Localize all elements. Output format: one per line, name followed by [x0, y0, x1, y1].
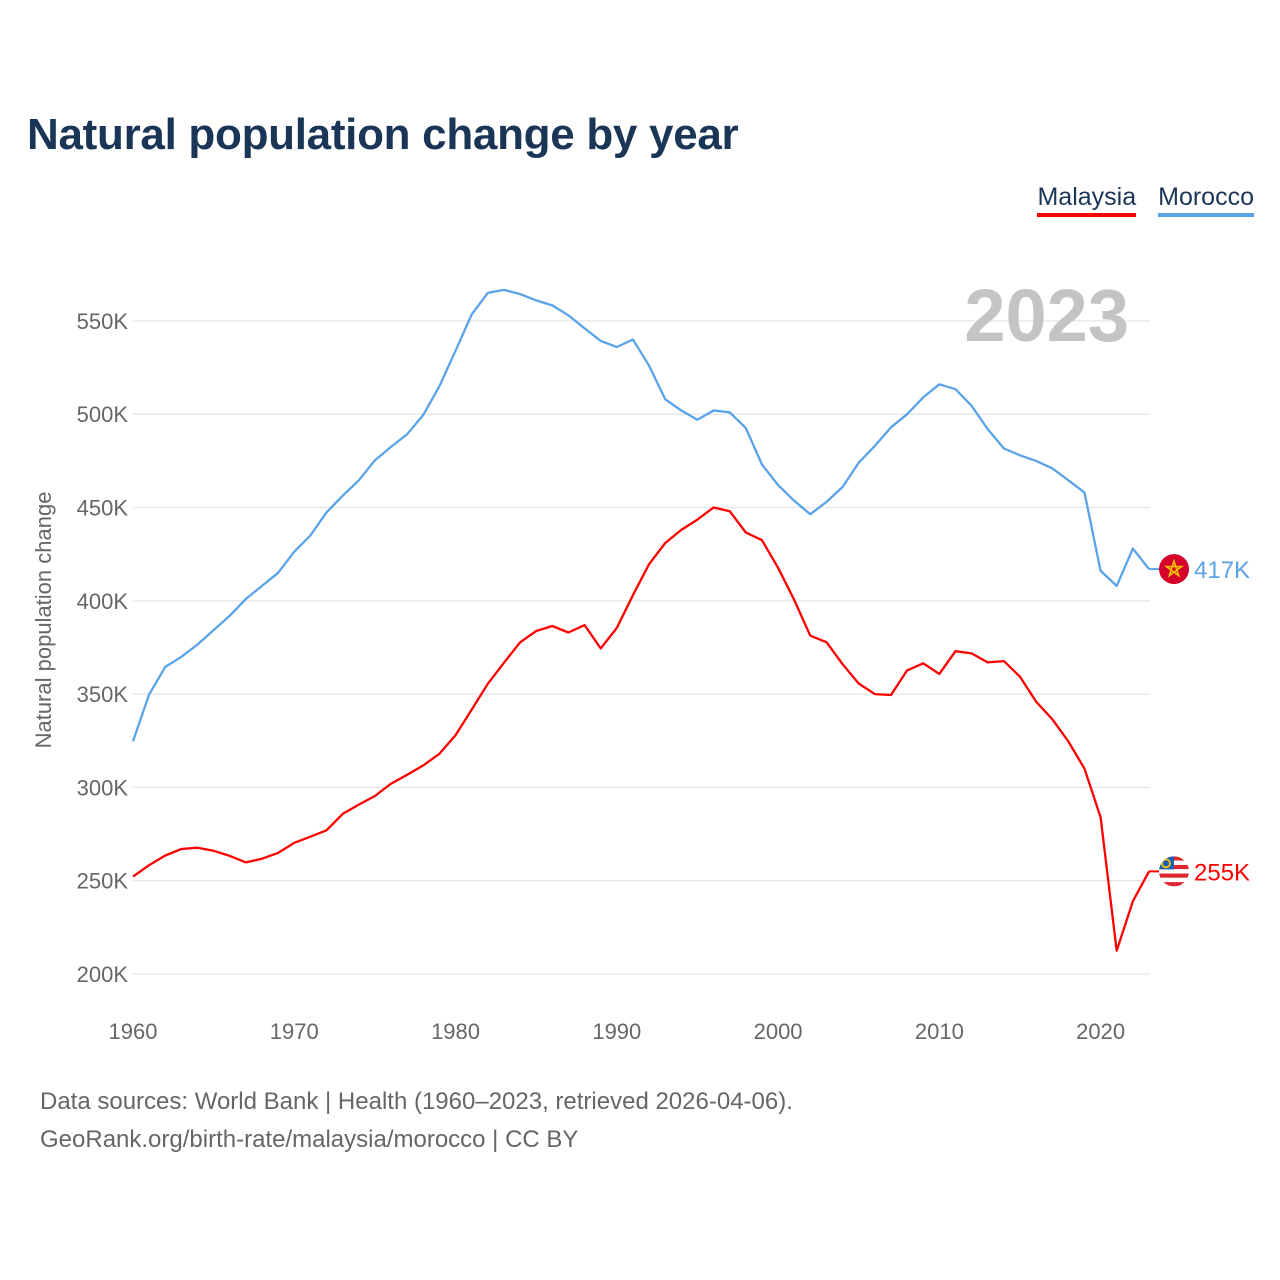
star-icon — [1163, 558, 1185, 578]
series-line-morocco — [131, 288, 1150, 742]
x-tick-label: 2020 — [1076, 1019, 1125, 1044]
x-tick-label: 2010 — [915, 1019, 964, 1044]
x-tick-label: 1990 — [592, 1019, 641, 1044]
x-tick-label: 1970 — [270, 1019, 319, 1044]
y-tick-label: 550K — [77, 309, 129, 334]
y-tick-label: 500K — [77, 402, 129, 427]
y-tick-label: 300K — [77, 775, 129, 800]
year-watermark: 2023 — [964, 274, 1129, 357]
morocco-flag-icon — [1159, 554, 1189, 585]
legend-item-malaysia[interactable]: Malaysia — [1037, 183, 1137, 217]
y-tick-label: 350K — [77, 682, 129, 707]
footer-source: Data sources: World Bank | Health (1960–… — [40, 1088, 793, 1115]
footer-link[interactable]: GeoRank.org/birth-rate/malaysia/morocco … — [40, 1126, 579, 1153]
x-tick-label: 1980 — [431, 1019, 480, 1044]
y-tick-label: 450K — [77, 496, 129, 521]
y-tick-label: 250K — [77, 869, 129, 894]
y-axis-title: Natural population change — [31, 492, 56, 749]
end-value-label: 417K — [1194, 557, 1250, 584]
legend-item-morocco[interactable]: Morocco — [1158, 183, 1254, 217]
series-line-malaysia — [132, 506, 1151, 952]
legend: Malaysia Morocco — [1037, 183, 1254, 217]
x-tick-label: 2000 — [754, 1019, 803, 1044]
end-value-label: 255K — [1194, 859, 1250, 886]
x-tick-label: 1960 — [109, 1019, 158, 1044]
y-tick-label: 200K — [77, 962, 129, 987]
y-tick-label: 400K — [77, 589, 129, 614]
chart-title: Natural population change by year — [27, 110, 739, 159]
malaysia-flag-icon — [1159, 856, 1189, 887]
